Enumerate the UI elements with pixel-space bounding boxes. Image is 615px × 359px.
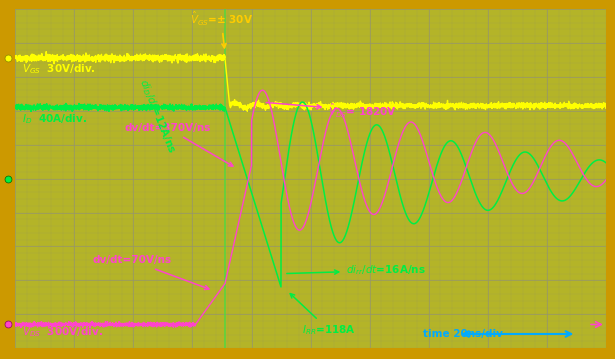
Text: $I_{RR}$=118A: $I_{RR}$=118A xyxy=(290,294,355,337)
Text: time 20ns/div: time 20ns/div xyxy=(423,329,502,339)
Text: dv/dt=70V/ns: dv/dt=70V/ns xyxy=(92,255,209,289)
Text: $di_{rr}/dt$=16A/ns: $di_{rr}/dt$=16A/ns xyxy=(287,264,426,278)
Text: $I_D$  40A/div.: $I_D$ 40A/div. xyxy=(23,113,87,126)
Text: $V_{GS}$  30V/div.: $V_{GS}$ 30V/div. xyxy=(23,62,96,75)
Text: $\hat{V}_{GS}$=± 30V: $\hat{V}_{GS}$=± 30V xyxy=(189,10,253,48)
Text: $V_{DS}$  300V/div.: $V_{DS}$ 300V/div. xyxy=(23,325,103,339)
Text: $di_D/dt$=12A/ns: $di_D/dt$=12A/ns xyxy=(137,76,179,155)
Text: $\hat{V}_{DS}$= 1820V: $\hat{V}_{DS}$= 1820V xyxy=(266,102,397,120)
Text: dv/dt=370V/ns: dv/dt=370V/ns xyxy=(125,123,233,166)
